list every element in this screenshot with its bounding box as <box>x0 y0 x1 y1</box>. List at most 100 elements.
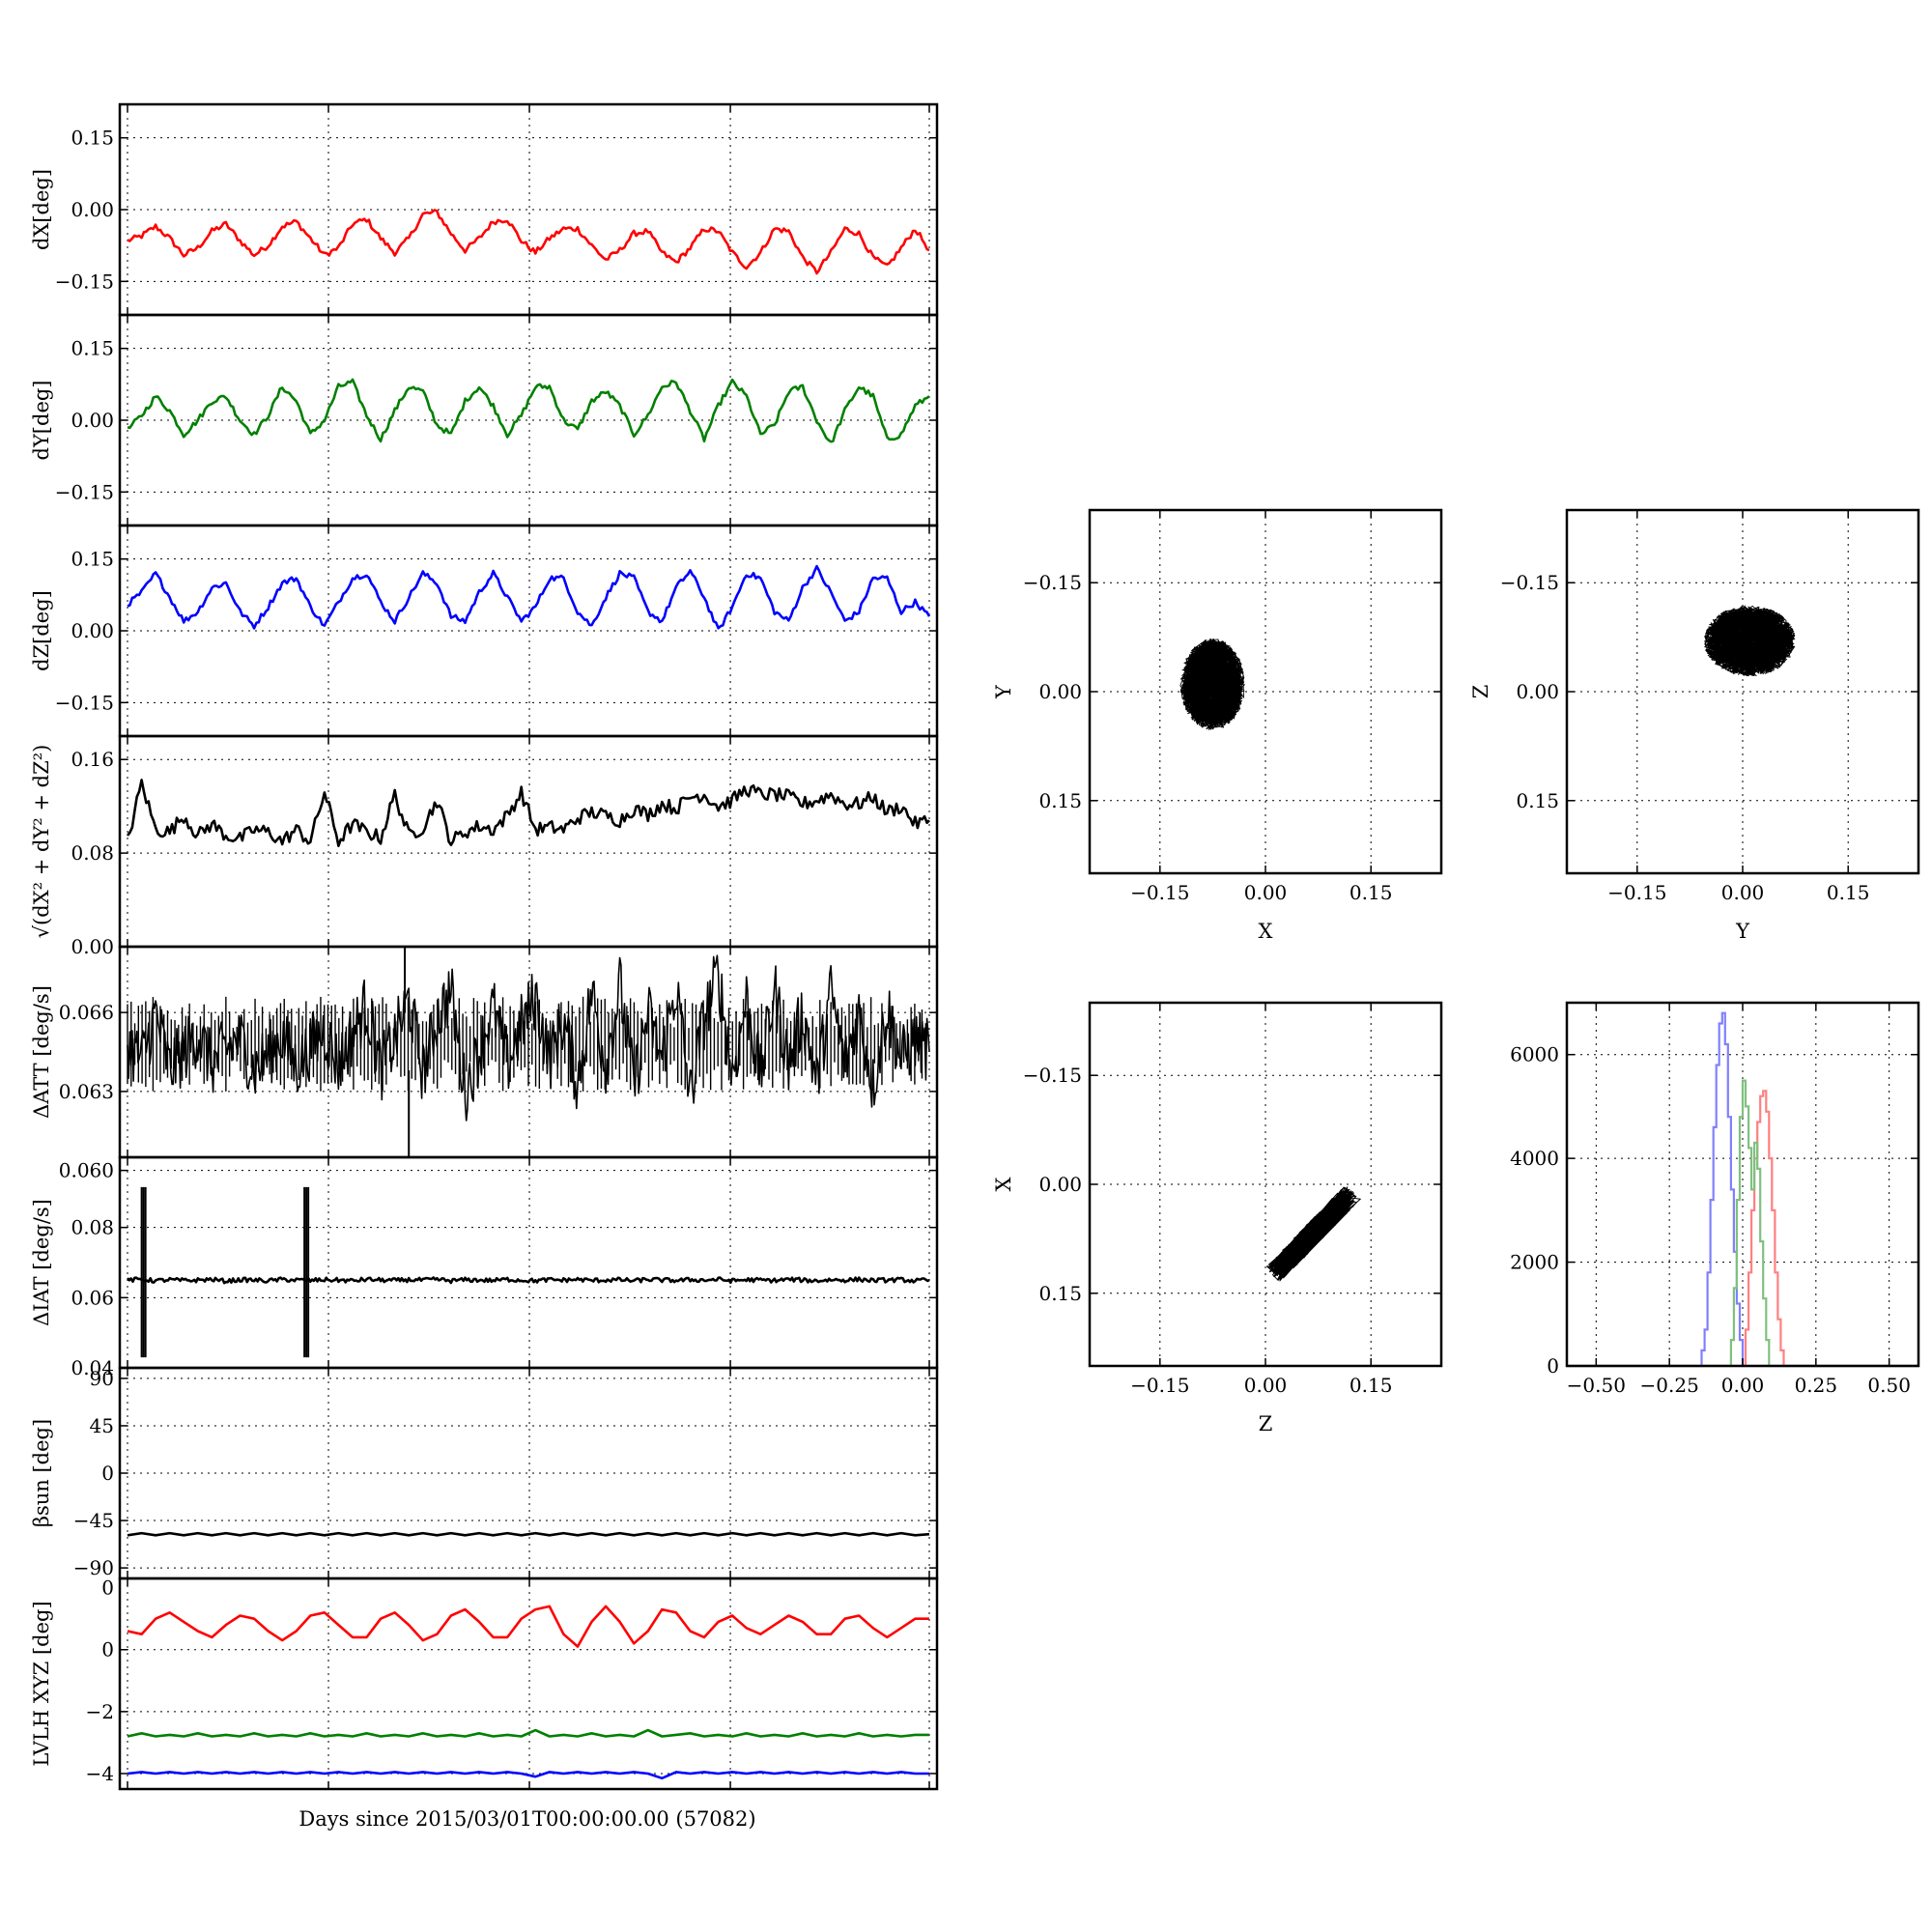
y-tick-label: −0.15 <box>55 480 114 503</box>
series-line-2 <box>127 1728 929 1738</box>
y-axis-label: Z <box>1469 685 1492 699</box>
x-tick-label: −0.15 <box>1130 881 1189 904</box>
scatter-trace <box>1179 638 1245 730</box>
y-tick-label: 0.00 <box>1038 680 1082 703</box>
series-line-1 <box>127 954 930 1122</box>
x-axis-label: Y <box>1735 920 1750 943</box>
y-tick-label: −2 <box>86 1700 114 1723</box>
y-tick-label: 0.066 <box>59 1001 114 1024</box>
series-line-1 <box>126 1276 930 1285</box>
y-tick-label: 0 <box>101 1638 114 1662</box>
y-tick-label: 0.00 <box>71 198 114 221</box>
histogram-series-2 <box>1567 1090 1918 1368</box>
time-panel-5: 0.066 0.063 0.060 ΔATT [deg/s] <box>30 945 939 1182</box>
series-line-1 <box>127 378 930 443</box>
y-tick-label: 0.063 <box>59 1080 114 1103</box>
histogram-series-1 <box>1567 1011 1918 1368</box>
series-line-1 <box>127 1531 930 1537</box>
y-tick-label: −0.15 <box>55 691 114 714</box>
time-panel-8: 0 −2 −4 0 LVLH XYZ [deg] <box>30 1577 939 1791</box>
y-tick-label: 0.00 <box>1038 1173 1082 1196</box>
y-axis-label: ΔIAT [deg/s] <box>30 1199 53 1326</box>
y-tick-label: 0 <box>101 1462 114 1485</box>
panel-frame <box>118 1155 939 1370</box>
x-tick-label: 0.15 <box>1350 881 1393 904</box>
x-tick-label: −0.25 <box>1640 1374 1699 1397</box>
series-line-3 <box>127 1771 929 1780</box>
series-line-1 <box>127 1605 929 1648</box>
y-tick-label: −45 <box>73 1509 114 1532</box>
y-axis-label: dZ[deg] <box>30 590 53 671</box>
y-tick-label: 0.15 <box>71 548 114 571</box>
y-tick-label: 0.08 <box>71 841 114 865</box>
y-axis-label: dY[deg] <box>30 380 53 460</box>
x-tick-label: 0.00 <box>1244 1374 1288 1397</box>
shared-x-axis-label: Days since 2015/03/01T00:00:00.00 (57082… <box>298 1807 755 1831</box>
panels-layer: 0.150.00−0.15dX[deg]0.150.00−0.15dY[deg]… <box>30 102 1920 1791</box>
y-tick-label: 45 <box>90 1414 114 1437</box>
y-tick-label: −0.15 <box>1023 571 1082 594</box>
y-tick-label: −0.15 <box>55 270 114 293</box>
time-panel-7: 90 45 0 −45 −90 βsun [deg] <box>30 1366 939 1580</box>
y-tick-label: 0 <box>101 1577 114 1600</box>
series-line-1 <box>127 209 930 275</box>
y-tick-label: 0 <box>1547 1354 1559 1378</box>
y-tick-label: 90 <box>90 1367 114 1390</box>
y-axis-label: βsun [deg] <box>30 1419 53 1527</box>
right-panel-1: −0.15 0.00 0.15 0.15 0.00 −0.15 X Y <box>992 508 1443 943</box>
x-tick-label: −0.15 <box>1130 1374 1189 1397</box>
y-axis-label: Y <box>992 684 1015 699</box>
y-tick-label: 0.060 <box>59 1159 114 1182</box>
time-panel-6: 0.08 0.06 0.04 ΔIAT [deg/s] <box>30 1155 939 1379</box>
x-axis-label: Z <box>1259 1412 1273 1435</box>
y-tick-label: 0.06 <box>71 1286 114 1309</box>
y-axis-label: √(dX² + dY² + dZ²) <box>30 745 53 939</box>
x-tick-label: 0.25 <box>1795 1374 1838 1397</box>
x-tick-label: −0.50 <box>1567 1374 1626 1397</box>
x-tick-label: 0.50 <box>1867 1374 1911 1397</box>
x-axis-label: X <box>1259 920 1273 943</box>
y-axis-label: dX[deg] <box>30 169 53 250</box>
y-tick-label: 0.15 <box>1038 1282 1082 1305</box>
y-tick-label: 0.00 <box>71 409 114 432</box>
y-tick-label: 0.15 <box>1038 789 1082 812</box>
panel-frame <box>118 1577 939 1791</box>
y-tick-label: 0.16 <box>71 748 114 771</box>
x-tick-label: −0.15 <box>1607 881 1666 904</box>
x-tick-label: 0.15 <box>1350 1374 1393 1397</box>
scatter-trace <box>1265 1186 1361 1282</box>
y-tick-label: 0.15 <box>1516 789 1559 812</box>
y-tick-label: 6000 <box>1510 1043 1559 1066</box>
y-axis-label: LVLH XYZ [deg] <box>30 1601 53 1766</box>
y-tick-label: −0.15 <box>1023 1064 1082 1087</box>
y-tick-label: −0.15 <box>1500 571 1559 594</box>
x-tick-label: 0.00 <box>1721 1374 1765 1397</box>
x-tick-label: 0.00 <box>1721 881 1765 904</box>
y-tick-label: 0.00 <box>71 619 114 642</box>
x-tick-label: 0.00 <box>1244 881 1288 904</box>
right-panel-4: −0.50 −0.25 0.00 0.25 0.50 6000 4000 2000 0 <box>1510 1001 1920 1397</box>
series-line-1 <box>127 564 931 630</box>
y-tick-label: 2000 <box>1510 1251 1559 1274</box>
y-axis-label: ΔATT [deg/s] <box>30 985 53 1119</box>
y-tick-label: −90 <box>73 1556 114 1579</box>
y-tick-label: 0.00 <box>1516 680 1559 703</box>
y-axis-label: X <box>992 1177 1015 1191</box>
right-panel-3: −0.15 0.00 0.15 0.15 0.00 −0.15 Z X <box>992 1001 1443 1435</box>
y-tick-label: 0.15 <box>71 337 114 360</box>
x-tick-label: 0.15 <box>1827 881 1870 904</box>
y-tick-label: 4000 <box>1510 1147 1559 1170</box>
scatter-trace <box>1703 605 1796 677</box>
right-panel-2: −0.15 0.00 0.15 0.15 0.00 −0.15 Y Z <box>1469 508 1920 943</box>
y-tick-label: 0.04 <box>71 1356 114 1379</box>
series-line-1 <box>126 779 930 847</box>
time-panel-4: 0.16 0.08 0.00 √(dX² + dY² + dZ²) <box>30 734 939 958</box>
histogram-series-3 <box>1567 1079 1918 1368</box>
y-tick-label: 0.15 <box>71 127 114 150</box>
y-tick-label: 0.08 <box>71 1216 114 1239</box>
y-tick-label: −4 <box>86 1762 114 1785</box>
